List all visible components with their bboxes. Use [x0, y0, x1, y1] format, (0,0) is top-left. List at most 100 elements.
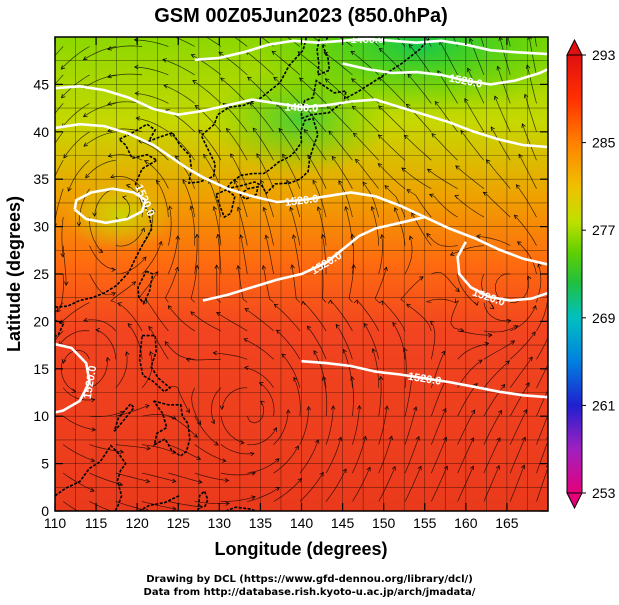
streamline — [62, 472, 95, 492]
streamline — [363, 323, 380, 360]
coastline — [316, 37, 331, 76]
streamline — [450, 245, 484, 256]
streamline-arrow — [384, 185, 389, 190]
streamline-arrow — [529, 7, 533, 11]
streamline — [302, 301, 327, 332]
streamline — [509, 331, 536, 360]
coastline — [226, 117, 319, 195]
streamline-arrow — [76, 222, 82, 227]
streamline — [384, 185, 406, 218]
streamline-arrow — [125, 351, 130, 356]
streamline-arrow — [83, 317, 88, 323]
streamline — [290, 207, 301, 246]
streamline-arrow — [105, 356, 111, 362]
streamline-arrow — [203, 153, 208, 159]
streamline — [190, 206, 196, 246]
streamline — [141, 241, 162, 275]
contour-label: 1520.0 — [82, 365, 100, 400]
streamline-arrow — [134, 91, 139, 96]
streamline — [168, 444, 201, 460]
colorbar: 293 285 277 269 261 253 — [566, 38, 616, 510]
streamline — [83, 319, 117, 332]
streamline-arrow — [249, 451, 255, 457]
streamline — [244, 308, 274, 332]
streamline-arrow — [506, 319, 512, 324]
streamline — [260, 37, 274, 47]
streamline-arrow — [143, 160, 149, 165]
streamline — [430, 379, 446, 417]
streamline-arrow — [470, 437, 475, 442]
streamline-arrow — [527, 37, 532, 40]
streamline — [528, 37, 537, 75]
streamline-arrow — [252, 127, 258, 133]
streamline-arrow — [149, 350, 154, 356]
y-tick-label: 5 — [41, 456, 49, 472]
streamline-arrow — [61, 359, 67, 364]
streamline — [194, 234, 198, 275]
streamline-arrow — [322, 376, 327, 381]
colorbar-tick-label: 293 — [592, 47, 616, 63]
streamline — [115, 351, 128, 389]
streamline-arrow — [516, 241, 522, 246]
streamline — [89, 501, 113, 511]
streamline-arrow — [515, 184, 521, 189]
streamline-arrow — [328, 130, 333, 136]
streamline — [107, 73, 143, 78]
streamline — [439, 40, 458, 76]
streamline — [156, 180, 169, 218]
streamline — [431, 272, 460, 292]
streamline — [89, 444, 124, 453]
streamline-arrow — [394, 207, 399, 212]
streamline-arrow — [303, 128, 309, 134]
streamline — [89, 245, 116, 270]
streamline — [247, 487, 280, 502]
streamline-arrow — [258, 382, 264, 387]
streamline — [352, 467, 371, 502]
contour-line — [456, 241, 548, 302]
streamline-arrow — [194, 105, 200, 110]
streamline — [61, 103, 90, 128]
streamline — [509, 382, 530, 417]
streamline-arrow — [294, 445, 299, 451]
streamline-arrow — [545, 464, 548, 468]
streamline-arrow — [236, 264, 241, 270]
streamline-arrow — [388, 435, 393, 441]
streamline — [372, 348, 380, 388]
streamline-arrow — [328, 299, 333, 305]
streamline — [83, 74, 116, 89]
streamline-arrow — [174, 266, 180, 272]
coastline — [55, 319, 65, 338]
streamline-arrow — [293, 376, 298, 382]
streamline-arrow — [107, 46, 112, 51]
streamline — [322, 264, 327, 303]
streamline — [216, 312, 248, 332]
streamline — [322, 234, 327, 275]
streamline — [168, 235, 179, 275]
streamline-arrow — [158, 240, 163, 246]
streamline — [352, 436, 367, 474]
contour-line — [55, 342, 91, 414]
streamline — [507, 37, 511, 47]
streamline — [457, 359, 483, 388]
streamline-arrow — [198, 129, 203, 134]
streamline — [168, 472, 202, 483]
contour-label: 1520.0 — [284, 193, 319, 209]
streamline — [220, 472, 256, 476]
streamline-arrow — [478, 359, 483, 364]
streamline — [271, 51, 301, 76]
streamline — [55, 103, 64, 115]
streamline — [457, 383, 478, 417]
streamline — [362, 182, 380, 218]
x-tick-label: 140 — [290, 515, 314, 531]
streamline-arrow — [273, 303, 279, 309]
streamline — [127, 323, 143, 360]
streamline-arrow — [225, 501, 230, 506]
streamline — [325, 405, 334, 445]
streamline-arrow — [366, 466, 371, 472]
streamline — [142, 501, 177, 510]
streamline — [467, 68, 485, 104]
streamline — [291, 264, 301, 303]
streamline — [273, 445, 299, 474]
streamline — [62, 415, 96, 431]
streamline-arrow — [403, 134, 409, 140]
